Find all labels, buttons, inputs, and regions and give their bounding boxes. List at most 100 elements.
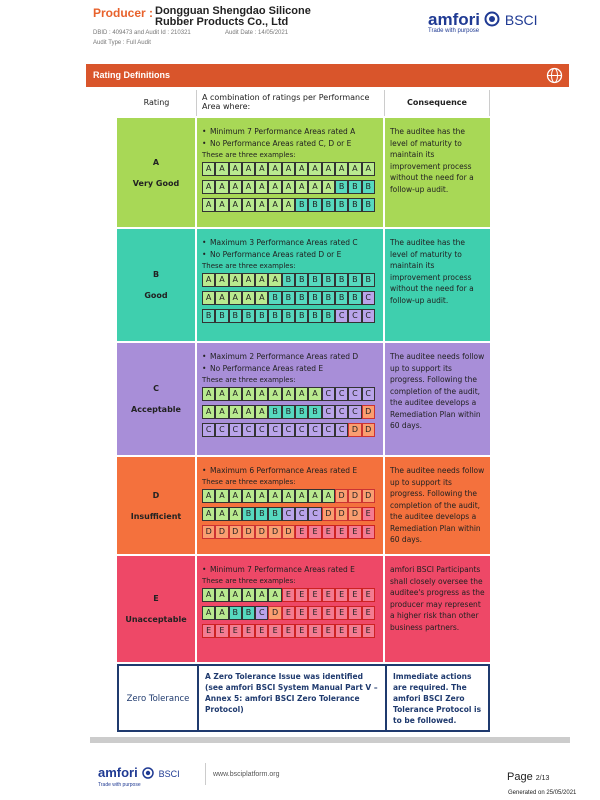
rating-cell-box: E [361, 525, 375, 539]
rating-cell-box: A [321, 162, 335, 176]
rating-cell-box: B [255, 309, 269, 323]
rating-cell-box: C [361, 291, 375, 305]
criteria-cell: Minimum 7 Performance Areas rated EThese… [197, 556, 385, 662]
rating-cell-box: B [361, 198, 375, 212]
generated-date: Generated on 25/05/2021 [508, 790, 577, 796]
logo: amfori BSCI Trade with purpose [428, 10, 538, 34]
rating-letter: E [153, 594, 159, 603]
rating-cell-box: B [334, 180, 349, 194]
header-cell: Rating [117, 90, 197, 116]
rating-cell-box: C [255, 423, 269, 437]
rating-cell-box: A [241, 180, 256, 194]
examples-intro: These are three examples: [202, 577, 296, 585]
rating-cell-box: B [268, 405, 282, 419]
rating-cell-box: A [295, 162, 309, 176]
rating-cell-box: A [308, 387, 322, 401]
rating-cell-box: A [202, 588, 216, 602]
rating-cell-box: A [228, 162, 242, 176]
rating-cell-box: B [241, 606, 256, 620]
producer-name: Dongguan Shengdao Silicone Rubber Product… [155, 6, 311, 28]
rating-cell-box: A [255, 588, 269, 602]
rating-cell-box: A [255, 198, 269, 212]
rating-cell-box: D [334, 489, 349, 503]
rating-cell-box: B [295, 405, 309, 419]
rating-letter: D [152, 490, 160, 500]
rating-label: Unacceptable [125, 615, 187, 624]
rating-cell-box: E [348, 588, 362, 602]
zt-consequence: Immediate actions are required. The amfo… [393, 672, 482, 725]
rating-cell-box: A [215, 162, 229, 176]
rating-cell-box: B [268, 291, 282, 305]
rating-cell-box: A [215, 588, 229, 602]
rating-cell-box: A [321, 489, 335, 503]
criterion: No Performance Areas rated E [202, 363, 378, 375]
rating-cell-box: A [281, 489, 296, 503]
rating-cell-box: B [308, 291, 322, 305]
rating-table: Rating A combination of ratings per Perf… [117, 90, 490, 732]
rating-cell-box: A [281, 162, 296, 176]
rating-cell-box: B [334, 198, 349, 212]
rating-cell-box: C [281, 423, 296, 437]
rating-cell-box: A [241, 588, 256, 602]
rating-cell-box: E [295, 588, 309, 602]
rating-cell-box: D [348, 489, 362, 503]
rating-cell-box: A [215, 405, 229, 419]
rating-cell-box: C [321, 423, 335, 437]
rating-cell-box: E [255, 624, 269, 638]
criteria-list: Minimum 7 Performance Areas rated E [202, 564, 378, 576]
rating-cell-box: A [202, 180, 216, 194]
rating-cell-box: A [281, 198, 296, 212]
rating-cell-box: A [268, 273, 282, 287]
rating-cell-box: A [215, 180, 229, 194]
criterion: Maximum 2 Performance Areas rated D [202, 351, 378, 363]
rating-cell-box: C [361, 387, 375, 401]
rating-cell-box: B [268, 309, 282, 323]
logo-brand: amfori [98, 765, 138, 780]
section-bar: Rating Definitions [86, 64, 569, 87]
rating-cell-box: A [215, 198, 229, 212]
rating-cell-box: C [228, 423, 242, 437]
rating-cell-box: A [228, 273, 242, 287]
logo-tagline: Trade with purpose [98, 782, 141, 788]
rating-cell-box: B [228, 606, 242, 620]
criterion: Minimum 7 Performance Areas rated A [202, 126, 378, 138]
rating-cell-box: E [321, 525, 335, 539]
rating-cell-box: B [334, 273, 349, 287]
rating-rows: A Very Good Minimum 7 Performance Areas ra… [117, 118, 490, 664]
rating-cell-box: B [255, 507, 269, 521]
rating-cell-box: A [241, 405, 256, 419]
rating-cell-box: A [228, 291, 242, 305]
audit-date: Audit Date : 14/05/2021 [225, 30, 289, 36]
criteria-list: Maximum 3 Performance Areas rated CNo Pe… [202, 237, 378, 261]
rating-label: Good [144, 291, 168, 300]
rating-cell-box: B [281, 291, 296, 305]
rating-cell-box: A [202, 291, 216, 305]
producer-line: Rubber Products Co., Ltd [155, 16, 289, 28]
rating-cell-box: B [295, 309, 309, 323]
rating-label: Insufficient [130, 511, 182, 521]
consequence-cell: The auditee needs follow up to support i… [390, 352, 485, 430]
rating-cell-box: E [348, 606, 362, 620]
rating-cell-box: E [308, 606, 322, 620]
rating-cell-box: A [215, 489, 229, 503]
producer-label: Producer : [93, 6, 154, 20]
rating-cell-box: C [215, 423, 229, 437]
rating-cell-box: B [308, 309, 322, 323]
rating-cell-box: A [215, 387, 229, 401]
rating-cell-box: A [202, 405, 216, 419]
rating-cell-box: A [268, 198, 282, 212]
rating-cell-box: E [228, 624, 242, 638]
globe-icon [546, 67, 563, 84]
rating-cell-box: E [334, 525, 349, 539]
criteria-cell: Minimum 7 Performance Areas rated ANo Pe… [197, 118, 385, 227]
rating-cell-box: D [348, 507, 362, 521]
rating-cell-box: E [281, 624, 296, 638]
rating-letter: A [152, 157, 160, 167]
rating-cell-box: E [361, 588, 375, 602]
rating-cell-box: A [268, 489, 282, 503]
rating-cell-box: D [268, 525, 282, 539]
